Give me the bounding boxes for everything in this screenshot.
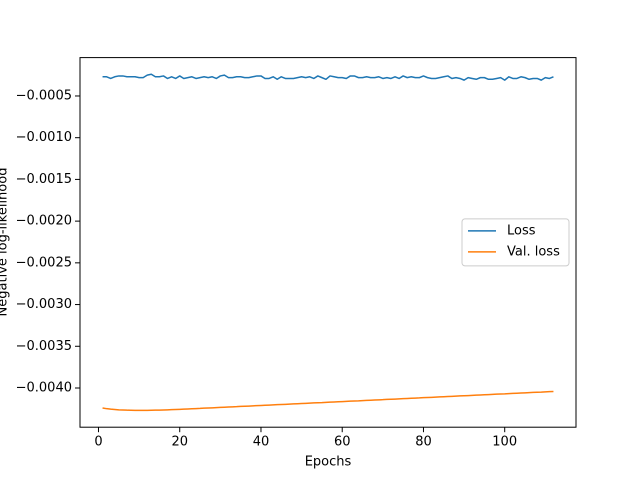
plot-frame bbox=[79, 57, 577, 428]
y-tick-label: −0.0020 bbox=[16, 214, 72, 229]
x-axis-label: Epochs bbox=[305, 455, 352, 470]
legend: Loss Val. loss bbox=[461, 218, 570, 267]
y-tick-label: −0.0005 bbox=[16, 88, 72, 103]
x-tick-label: 0 bbox=[94, 435, 102, 450]
legend-label: Val. loss bbox=[507, 244, 560, 259]
y-tick-label: −0.0025 bbox=[16, 255, 72, 270]
y-tick-label: −0.0035 bbox=[16, 339, 72, 354]
y-tick-label: −0.0015 bbox=[16, 172, 72, 187]
x-tick-label: 100 bbox=[492, 435, 517, 450]
legend-label: Loss bbox=[507, 223, 536, 238]
y-tick-label: −0.0030 bbox=[16, 297, 72, 312]
x-tick-label: 60 bbox=[334, 435, 351, 450]
x-tick-label: 80 bbox=[415, 435, 432, 450]
y-tick-label: −0.0040 bbox=[16, 380, 72, 395]
line-series bbox=[102, 73, 554, 81]
x-tick-label: 20 bbox=[171, 435, 188, 450]
y-tick-label: −0.0010 bbox=[16, 130, 72, 145]
y-axis-label: Negative log-likelihood bbox=[0, 168, 11, 317]
line-series bbox=[102, 390, 554, 412]
x-tick-label: 40 bbox=[253, 435, 270, 450]
